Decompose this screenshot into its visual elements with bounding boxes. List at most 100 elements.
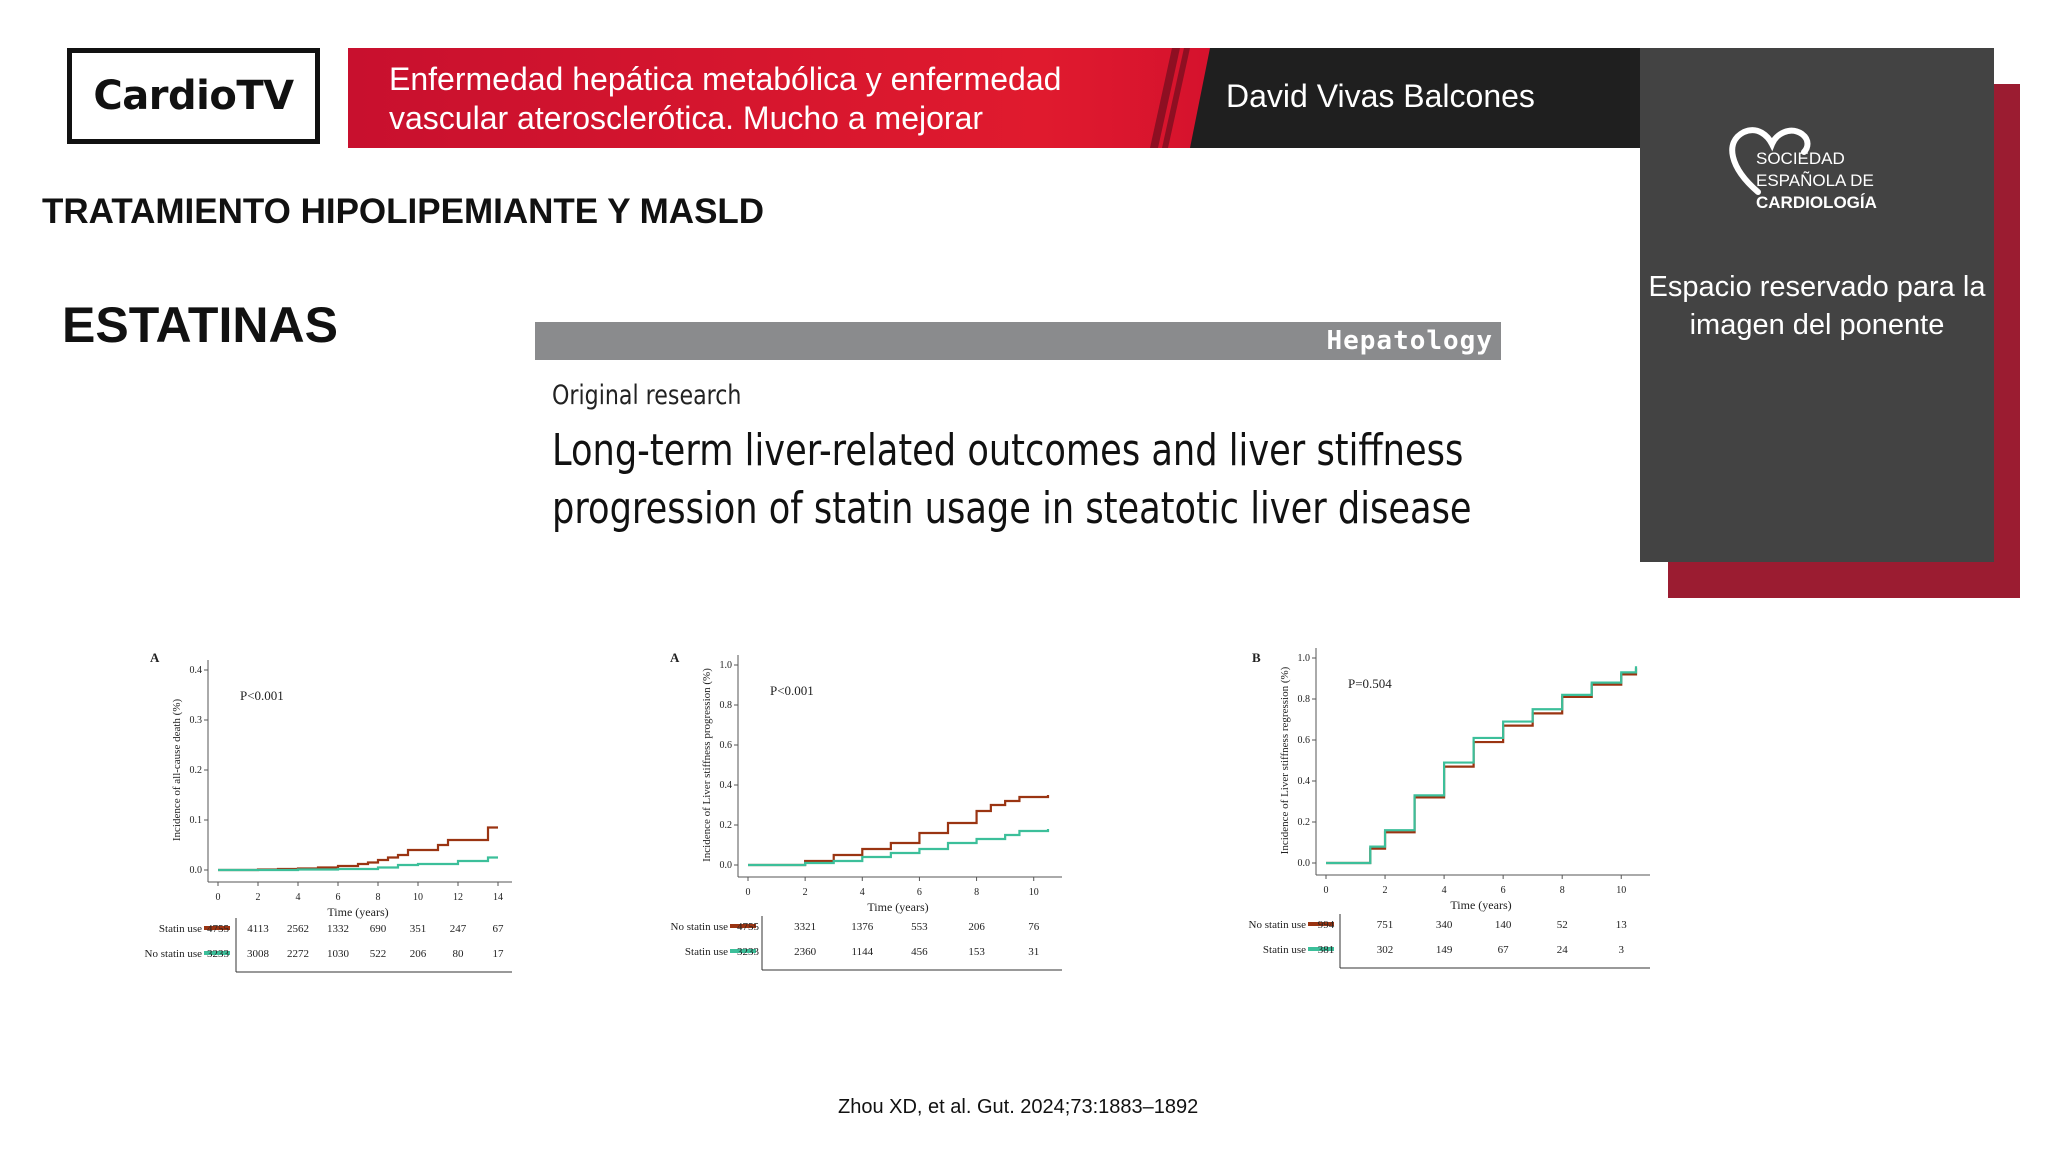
x-tick-label: 2: [1383, 885, 1388, 896]
y-tick-label: 0.2: [720, 820, 733, 831]
speaker-name: David Vivas Balcones: [1226, 78, 1535, 114]
figure-stiffness-progression: A P<0.001 0.0 0.2 0.4 0.6 0.8 1.0 0 2 4 6 8 10 Time (y…: [670, 650, 1220, 1095]
risk-row-label: Statin use: [1263, 944, 1306, 956]
y-tick-label: 0.6: [720, 740, 733, 751]
x-axis-label: Time (years): [1450, 898, 1511, 912]
figure-all-cause-death: A P<0.001 0.0 0.1 0.2 0.3 0.4 0 2 4 6 8 10 12 14 Time (…: [145, 650, 680, 1095]
risk-value: 206: [968, 921, 985, 933]
risk-value: 140: [1495, 919, 1512, 931]
citation: Zhou XD, et al. Gut. 2024;73:1883–1892: [838, 1096, 1199, 1118]
article-title: Long-term liver-related outcomes and liv…: [552, 425, 1472, 534]
y-tick-label: 0.8: [720, 700, 733, 711]
speaker-image-placeholder: Espacio reservado para la imagen del pon…: [1648, 271, 1986, 341]
x-tick-label: 10: [1029, 887, 1039, 898]
risk-value: 153: [968, 946, 985, 958]
y-tick-label: 0.4: [1298, 776, 1311, 787]
x-tick-label: 8: [376, 892, 381, 903]
sec-line-1: SOCIEDAD: [1756, 149, 1845, 168]
risk-value: 3321: [794, 921, 816, 933]
sec-heart-icon: [1729, 127, 1811, 195]
series-line-1: [748, 829, 1050, 867]
risk-value: 31: [1028, 946, 1039, 958]
p-value: P=0.504: [1348, 676, 1392, 691]
risk-row-label: Statin use: [685, 946, 728, 958]
article-type: Original research: [552, 380, 742, 411]
title-stripes-decoration: [1150, 48, 1190, 148]
x-tick-label: 8: [974, 887, 979, 898]
risk-value: 3233: [207, 948, 230, 960]
risk-value: 553: [911, 921, 928, 933]
risk-value: 994: [1318, 919, 1335, 931]
cardiotv-logo: CardioTV: [67, 48, 320, 144]
x-tick-label: 12: [453, 892, 463, 903]
speaker-bar: [1190, 48, 1642, 148]
x-tick-label: 0: [746, 887, 751, 898]
panel-letter: A: [670, 650, 680, 665]
risk-value: 1332: [327, 923, 349, 935]
logo-text: CardioTV: [93, 73, 294, 119]
y-axis-label: Incidence of Liver stiffness regression …: [1279, 666, 1291, 854]
section-title: TRATAMIENTO HIPOLIPEMIANTE Y MASLD: [42, 192, 765, 231]
risk-value: 381: [1318, 944, 1335, 956]
risk-value: 302: [1377, 944, 1394, 956]
risk-value: 67: [1498, 944, 1510, 956]
x-tick-label: 4: [1442, 885, 1447, 896]
x-tick-label: 4: [860, 887, 865, 898]
chart-all-cause-death: A P<0.001 0.0 0.1 0.2 0.3 0.4 0 2 4 6 8 10 12 14 Time (…: [145, 650, 512, 973]
panel-letter: A: [150, 650, 160, 665]
series-line-0: [748, 795, 1050, 867]
y-tick-label: 0.4: [190, 665, 203, 676]
x-tick-label: 6: [1501, 885, 1506, 896]
sec-society-name: SOCIEDAD ESPAÑOLA DE CARDIOLOGÍA: [1756, 148, 1877, 214]
x-tick-label: 8: [1560, 885, 1565, 896]
talk-title-bar: [348, 48, 1212, 148]
sec-line-2: ESPAÑOLA DE: [1756, 171, 1874, 190]
y-tick-label: 1.0: [720, 660, 733, 671]
risk-value: 2360: [794, 946, 817, 958]
x-tick-label: 2: [256, 892, 261, 903]
risk-value: 2562: [287, 923, 309, 935]
x-tick-label: 0: [1324, 885, 1329, 896]
y-axis-label: Incidence of all-cause death (%): [171, 699, 183, 842]
risk-value: 3233: [737, 946, 760, 958]
risk-row-label: No statin use: [1249, 919, 1307, 931]
y-axis-label: Incidence of Liver stiffness progression…: [701, 668, 713, 862]
y-tick-label: 0.2: [1298, 817, 1311, 828]
x-tick-label: 4: [296, 892, 301, 903]
risk-row-label: No statin use: [145, 948, 203, 960]
y-tick-label: 0.4: [720, 780, 733, 791]
risk-value: 4755: [737, 921, 760, 933]
y-tick-label: 0.2: [190, 765, 203, 776]
risk-row-label: No statin use: [671, 921, 729, 933]
x-tick-label: 10: [413, 892, 423, 903]
x-tick-label: 14: [493, 892, 503, 903]
talk-title: Enfermedad hepática metabólica y enferme…: [389, 61, 1062, 136]
risk-value: 17: [493, 948, 505, 960]
risk-row-label: Statin use: [159, 923, 202, 935]
y-tick-label: 0.0: [1298, 858, 1311, 869]
journal-name: Hepatology: [1326, 326, 1493, 356]
y-tick-label: 1.0: [1298, 653, 1311, 664]
risk-value: 3: [1618, 944, 1624, 956]
y-tick-label: 0.8: [1298, 694, 1311, 705]
x-tick-label: 6: [917, 887, 922, 898]
y-tick-label: 0.3: [190, 715, 203, 726]
risk-value: 67: [493, 923, 505, 935]
y-tick-label: 0.0: [190, 865, 203, 876]
risk-value: 4113: [247, 923, 269, 935]
y-tick-label: 0.6: [1298, 735, 1311, 746]
series-line-1: [218, 856, 498, 872]
risk-value: 1030: [327, 948, 350, 960]
x-tick-label: 2: [803, 887, 808, 898]
risk-value: 13: [1616, 919, 1628, 931]
risk-value: 456: [911, 946, 928, 958]
risk-value: 690: [370, 923, 387, 935]
speaker-panel: [1640, 48, 1994, 562]
y-tick-label: 0.0: [720, 860, 733, 871]
figure-stiffness-regression: B P=0.504 0.0 0.2 0.4 0.6 0.8 1.0 0 2 4 6 8 10 Time (y…: [1218, 648, 1778, 1095]
p-value: P<0.001: [240, 688, 284, 703]
x-tick-label: 0: [216, 892, 221, 903]
sec-line-3: CARDIOLOGÍA: [1756, 193, 1877, 212]
series-line-1: [1326, 666, 1638, 865]
